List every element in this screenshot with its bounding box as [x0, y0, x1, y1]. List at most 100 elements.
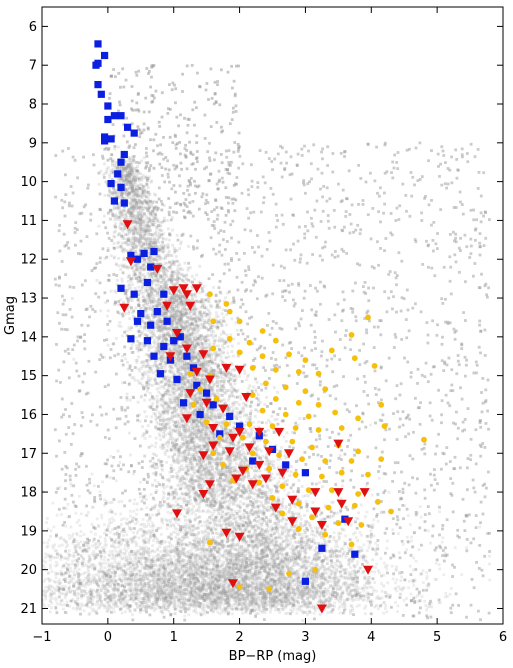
data-point-square: [163, 317, 171, 325]
y-tick-label: 11: [20, 214, 37, 229]
data-point-square: [301, 577, 309, 585]
data-point-triangle: [181, 290, 192, 300]
data-point-circle: [190, 401, 197, 408]
data-point-triangle: [168, 286, 179, 296]
data-point-triangle: [208, 424, 219, 433]
data-point-square: [249, 457, 257, 465]
data-point-triangle: [162, 301, 173, 311]
data-point-square: [150, 352, 158, 360]
data-point-triangle: [181, 414, 192, 424]
data-point-circle: [246, 339, 253, 346]
data-point-triangle: [316, 521, 327, 530]
data-point-circle: [322, 458, 329, 464]
data-point-circle: [292, 425, 299, 431]
data-point-triangle: [125, 257, 136, 267]
data-point-circle: [240, 434, 246, 441]
data-point-circle: [315, 370, 322, 377]
data-point-square: [117, 158, 125, 166]
data-point-square: [183, 352, 191, 360]
data-point-square: [94, 81, 102, 89]
data-point-triangle: [204, 375, 215, 385]
x-axis-label: BP−RP (mag): [229, 649, 317, 664]
data-point-square: [133, 255, 142, 263]
data-point-circle: [203, 419, 210, 426]
data-point-circle: [263, 380, 269, 387]
data-point-square: [153, 308, 161, 316]
data-point-triangle: [224, 447, 235, 457]
data-point-triangle: [234, 427, 245, 437]
data-point-circle: [355, 491, 361, 497]
data-point-square: [180, 399, 188, 407]
y-axis: 6 7 8 9 10 11 12 13 14 15 16 17 18 19 20 21: [20, 20, 503, 617]
highlighted-series: [92, 40, 427, 614]
data-point-circle: [388, 508, 394, 515]
data-point-circle: [365, 314, 371, 321]
data-point-square: [107, 135, 115, 143]
data-point-square: [173, 375, 181, 384]
data-point-triangle: [172, 509, 182, 519]
data-point-triangle: [316, 604, 327, 614]
data-point-circle: [249, 450, 256, 457]
data-point-triangle: [231, 474, 242, 484]
data-point-triangle: [310, 507, 321, 517]
data-point-triangle: [254, 460, 265, 470]
data-point-circle: [213, 396, 220, 402]
data-point-triangle: [228, 433, 238, 443]
data-point-circle: [269, 423, 276, 429]
field-star-cloud: [41, 63, 492, 622]
data-point-circle: [305, 487, 312, 493]
data-point-square: [107, 180, 115, 188]
data-point-triangle: [198, 451, 209, 461]
data-point-circle: [210, 450, 217, 457]
data-point-square: [104, 102, 112, 110]
y-tick-label: 6: [29, 20, 37, 35]
data-point-circle: [315, 401, 322, 408]
data-point-circle: [322, 386, 329, 393]
data-point-square: [150, 247, 158, 256]
data-point-circle: [259, 353, 266, 360]
y-tick-label: 9: [29, 136, 37, 151]
data-point-triangle: [274, 427, 285, 437]
data-point-triangle: [191, 284, 202, 294]
data-point-square: [117, 183, 125, 191]
data-point-circle: [187, 370, 194, 377]
data-point-triangle: [165, 352, 176, 362]
data-point-circle: [295, 500, 302, 507]
data-point-circle: [279, 510, 286, 517]
series-square: [92, 40, 359, 585]
data-point-triangle: [287, 517, 298, 527]
data-point-square: [92, 61, 100, 69]
data-point-triangle: [237, 466, 248, 476]
data-point-square: [101, 137, 109, 145]
data-point-square: [301, 469, 309, 477]
data-point-triangle: [336, 499, 347, 509]
data-point-circle: [276, 452, 282, 459]
x-tick-label: 2: [235, 630, 243, 645]
data-point-circle: [197, 386, 204, 393]
data-point-triangle: [221, 363, 232, 373]
data-point-square: [127, 335, 135, 343]
data-point-circle: [246, 421, 253, 428]
y-tick-label: 18: [20, 486, 37, 501]
data-point-square: [137, 310, 145, 318]
data-point-square: [193, 381, 201, 389]
data-point-square: [143, 278, 151, 287]
data-point-square: [120, 150, 128, 159]
data-point-circle: [207, 539, 213, 546]
data-point-square: [120, 199, 128, 207]
data-point-circle: [375, 498, 381, 505]
data-point-circle: [220, 462, 227, 468]
data-point-circle: [259, 328, 266, 334]
data-point-circle: [328, 487, 335, 493]
data-point-triangle: [284, 449, 294, 459]
data-point-triangle: [198, 350, 209, 360]
data-point-triangle: [234, 532, 245, 542]
data-point-circle: [295, 526, 302, 532]
data-point-circle: [269, 495, 276, 501]
data-point-triangle: [191, 367, 202, 377]
data-point-circle: [358, 522, 365, 528]
data-point-square: [209, 401, 217, 409]
data-point-circle: [223, 301, 230, 307]
data-point-square: [170, 337, 178, 345]
